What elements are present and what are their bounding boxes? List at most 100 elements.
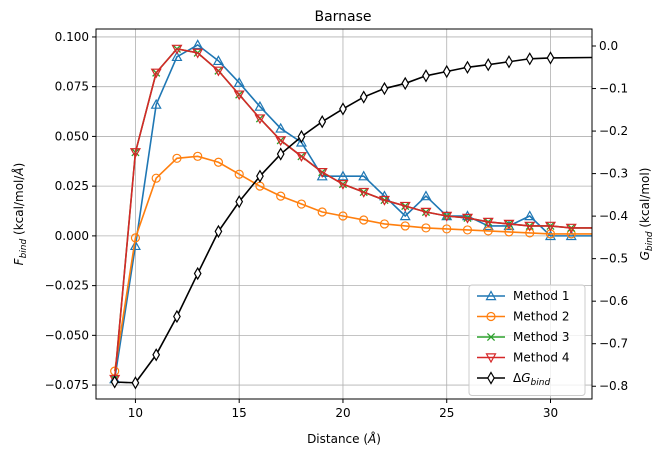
series-4-point — [399, 201, 411, 212]
y-right-tick-label: 0.0 — [599, 39, 618, 53]
legend-item: Method 3 — [477, 330, 569, 344]
series-1-point — [420, 190, 432, 201]
series-4-point — [524, 221, 536, 232]
series-2-point — [130, 233, 141, 243]
series-5-point — [339, 102, 347, 116]
legend-item: Method 4 — [477, 351, 569, 365]
series-4-point — [233, 90, 245, 101]
series-2-point — [317, 207, 327, 217]
series-5-point — [505, 55, 513, 69]
series-1-point — [565, 230, 577, 241]
legend-label: Method 4 — [513, 351, 569, 365]
series-5 — [110, 51, 592, 390]
series-5-point — [318, 115, 327, 129]
series-4-point — [461, 213, 474, 224]
series-4-point — [565, 223, 577, 234]
y-left-tick-label: −0.025 — [45, 279, 89, 293]
y-left-tick-label: 0.100 — [55, 30, 89, 44]
legend-label: ΔGbind — [513, 371, 550, 388]
series-5-point — [256, 169, 264, 183]
x-tick-label: 15 — [232, 406, 247, 420]
y-right-tick-label: −0.3 — [599, 167, 628, 181]
series-1-point — [524, 210, 536, 221]
y-right-tick-label: −0.8 — [599, 379, 628, 393]
series-1-point — [150, 98, 162, 109]
series-2-point — [213, 157, 224, 167]
series-1-point — [171, 51, 183, 62]
legend-marker — [486, 332, 496, 342]
series-5-point — [214, 224, 223, 239]
x-axis-label: Distance (Å) — [307, 431, 381, 446]
legend-item: Method 2 — [477, 310, 569, 324]
series-2-point — [400, 221, 410, 231]
series-5-point — [484, 58, 493, 72]
y-left-tick-label: 0.025 — [55, 179, 89, 193]
series-2-point — [193, 151, 203, 161]
y-left-tick-label: −0.050 — [45, 328, 89, 342]
series-5-point — [463, 60, 472, 74]
series-1-point — [337, 170, 349, 181]
series-2-point — [462, 225, 473, 235]
chart-title: Barnase — [314, 9, 371, 25]
series-4-point — [254, 114, 266, 125]
series-5-point — [297, 129, 306, 144]
series-4-point — [316, 168, 328, 178]
series-4-point — [358, 187, 370, 198]
legend-marker — [485, 353, 497, 364]
series-1-point — [482, 220, 494, 231]
series-1-point — [254, 100, 266, 111]
y-right-tick-label: −0.6 — [599, 294, 628, 308]
y-left-tick-label: −0.075 — [45, 378, 89, 392]
series-1-point — [192, 39, 204, 50]
series-5-point — [546, 51, 555, 65]
series-5-point — [131, 376, 140, 390]
series-4-point — [171, 44, 183, 55]
series-2-point — [566, 229, 576, 239]
series-5-point — [193, 266, 202, 281]
series-2 — [110, 151, 592, 376]
series-5-point — [380, 81, 389, 96]
series-5-point — [173, 309, 181, 324]
y-right-tick-label: −0.5 — [599, 252, 628, 266]
series-4-point — [544, 221, 557, 232]
series-2-point — [234, 169, 244, 179]
series-5-point — [525, 52, 534, 66]
y-right-tick-label: −0.2 — [599, 124, 628, 138]
series-5-point — [401, 76, 410, 91]
series-2-point — [442, 224, 452, 234]
grid — [96, 29, 592, 399]
legend-label: Method 2 — [513, 310, 569, 324]
legend-label: Method 1 — [513, 289, 569, 303]
series-2-point — [421, 223, 431, 233]
series-4-point — [441, 211, 453, 222]
y-right-tick-label: −0.7 — [599, 337, 628, 351]
series-1-point — [358, 170, 370, 181]
x-tick-label: 30 — [543, 406, 558, 420]
y-left-tick-label: 0.075 — [55, 80, 89, 94]
series-4-point — [129, 148, 141, 159]
y-right-tick-label: −0.1 — [599, 82, 628, 96]
x-tick-label: 20 — [335, 406, 350, 420]
series-4 — [109, 44, 592, 385]
series-4-point — [212, 66, 224, 77]
legend-item: ΔGbind — [477, 371, 550, 388]
x-axis: 10 15 20 25 30 — [128, 399, 558, 420]
x-tick-label: 10 — [128, 406, 143, 420]
series-4-point — [295, 152, 307, 163]
series-4-point — [275, 136, 287, 147]
y-right-tick-label: −0.4 — [599, 209, 628, 223]
y-left-tick-label: 0.000 — [55, 229, 89, 243]
legend-label: Method 3 — [513, 330, 569, 344]
series-2-point — [525, 228, 535, 238]
series-1-point — [399, 210, 411, 221]
y-left-tick-label: 0.050 — [55, 129, 89, 143]
series-5-point — [110, 375, 119, 389]
series-1-point — [295, 136, 307, 147]
series-layer — [109, 39, 592, 390]
y-axis-left: −0.075 −0.050 −0.025 0.000 0.025 0.050 0.075 0.… — [45, 30, 96, 392]
x-tick-label: 25 — [439, 406, 454, 420]
series-2-point — [276, 191, 286, 201]
plot-frame — [95, 28, 593, 400]
series-4-point — [482, 217, 494, 228]
